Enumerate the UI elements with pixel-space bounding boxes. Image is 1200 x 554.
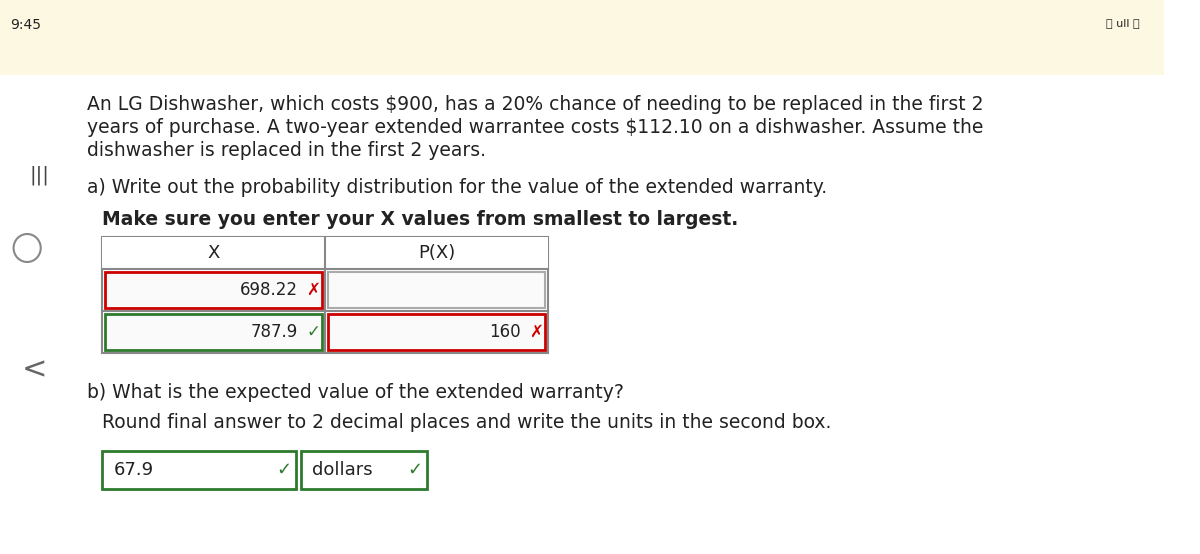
Text: ✓: ✓ — [306, 323, 320, 341]
Text: dollars: dollars — [312, 461, 373, 479]
Text: dishwasher is replaced in the first 2 years.: dishwasher is replaced in the first 2 ye… — [88, 141, 486, 160]
Text: P(X): P(X) — [418, 244, 455, 262]
FancyBboxPatch shape — [102, 237, 548, 353]
Text: b) What is the expected value of the extended warranty?: b) What is the expected value of the ext… — [88, 383, 624, 402]
Text: X: X — [208, 244, 220, 262]
FancyBboxPatch shape — [102, 451, 295, 489]
FancyBboxPatch shape — [0, 0, 1164, 75]
Text: |||: ||| — [29, 165, 49, 184]
Text: 698.22: 698.22 — [240, 281, 298, 299]
Text: years of purchase. A two-year extended warrantee costs $112.10 on a dishwasher. : years of purchase. A two-year extended w… — [88, 118, 984, 137]
Text: ✗: ✗ — [529, 323, 544, 341]
Text: a) Write out the probability distribution for the value of the extended warranty: a) Write out the probability distributio… — [88, 178, 828, 197]
FancyBboxPatch shape — [104, 272, 322, 308]
Text: Round final answer to 2 decimal places and write the units in the second box.: Round final answer to 2 decimal places a… — [102, 413, 832, 432]
Text: 787.9: 787.9 — [251, 323, 298, 341]
FancyBboxPatch shape — [328, 314, 545, 350]
Text: ✓: ✓ — [276, 461, 292, 479]
Text: 160: 160 — [490, 323, 521, 341]
Text: 9:45: 9:45 — [10, 18, 41, 32]
Text: 67.9: 67.9 — [114, 461, 154, 479]
Text: Make sure you enter your X values from smallest to largest.: Make sure you enter your X values from s… — [102, 210, 738, 229]
Text: ✗: ✗ — [306, 281, 320, 299]
Text: <: < — [22, 356, 47, 384]
Text: ⑆ ull 🔒: ⑆ ull 🔒 — [1105, 18, 1139, 28]
FancyBboxPatch shape — [102, 237, 548, 269]
FancyBboxPatch shape — [328, 272, 545, 308]
Text: An LG Dishwasher, which costs $900, has a 20% chance of needing to be replaced i: An LG Dishwasher, which costs $900, has … — [88, 95, 984, 114]
FancyBboxPatch shape — [104, 314, 322, 350]
FancyBboxPatch shape — [301, 451, 427, 489]
Text: ✓: ✓ — [408, 461, 422, 479]
